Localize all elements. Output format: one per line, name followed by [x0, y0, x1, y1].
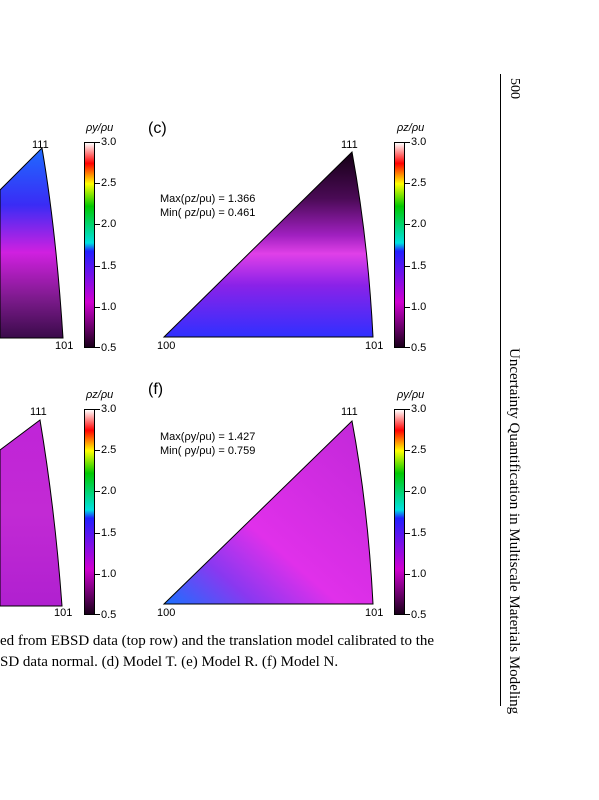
figure-caption-line-2: SD data normal. (d) Model T. (e) Model R… — [0, 654, 339, 670]
colorbar-tick — [95, 409, 100, 410]
colorbar-tick-label: 3.0 — [101, 403, 117, 415]
colorbar-tick-label: 0.5 — [411, 342, 427, 354]
vertex-label-101: 101 — [365, 340, 384, 352]
ipf-triangle-c — [162, 150, 374, 338]
colorbar-tick — [95, 574, 100, 575]
colorbar-tick — [405, 224, 410, 225]
colorbar-tick — [405, 491, 410, 492]
vertex-label-111: 111 — [32, 139, 49, 151]
vertex-label-111: 111 — [341, 406, 358, 418]
colorbar — [394, 409, 405, 615]
panel-letter-c: (c) — [148, 120, 167, 137]
vertex-label-101: 101 — [54, 607, 73, 619]
colorbar-tick-label: 2.0 — [101, 218, 117, 230]
page-number: 500 — [507, 78, 522, 99]
figure-caption-line-1: ed from EBSD data (top row) and the tran… — [0, 633, 435, 649]
vertex-label-101: 101 — [55, 340, 74, 352]
colorbar-tick — [405, 614, 410, 615]
colorbar-tick — [95, 491, 100, 492]
colorbar-tick-label: 1.0 — [411, 568, 427, 580]
max-annotation: Max(ρz/ρu) = 1.366 — [160, 193, 256, 205]
colorbar-tick — [95, 307, 100, 308]
vertex-label-101: 101 — [365, 607, 384, 619]
min-annotation: Min( ρy/ρu) = 0.759 — [160, 445, 256, 457]
vertex-label-111: 111 — [341, 139, 358, 151]
ipf-triangle-f — [162, 419, 374, 605]
colorbar-tick-label: 2.0 — [101, 485, 117, 497]
colorbar-tick-label: 2.5 — [411, 177, 427, 189]
colorbar-tick-label: 2.0 — [411, 218, 427, 230]
colorbar-tick — [405, 307, 410, 308]
colorbar-tick — [95, 266, 100, 267]
panel-letter-f: (f) — [148, 381, 164, 398]
colorbar-title: ρy/ρu — [397, 389, 425, 401]
colorbar-tick-label: 3.0 — [411, 136, 427, 148]
colorbar-tick-label: 0.5 — [101, 609, 117, 621]
colorbar-tick-label: 1.0 — [101, 301, 117, 313]
colorbar-tick-label: 2.5 — [411, 444, 427, 456]
min-annotation: Min( ρz/ρu) = 0.461 — [160, 207, 256, 219]
colorbar-tick-label: 1.5 — [101, 527, 117, 539]
colorbar-tick-label: 2.0 — [411, 485, 427, 497]
colorbar — [84, 409, 95, 615]
vertex-label-100: 100 — [157, 340, 176, 352]
colorbar-title: ρz/ρu — [397, 122, 425, 134]
colorbar-tick — [95, 183, 100, 184]
colorbar-tick — [95, 224, 100, 225]
vertex-label-111: 111 — [30, 406, 47, 418]
vertex-label-100: 100 — [157, 607, 176, 619]
max-annotation: Max(ρy/ρu) = 1.427 — [160, 431, 256, 443]
colorbar-tick — [95, 614, 100, 615]
colorbar-tick — [405, 266, 410, 267]
colorbar-tick-label: 2.5 — [101, 444, 117, 456]
colorbar-tick-label: 3.0 — [411, 403, 427, 415]
colorbar-tick — [95, 450, 100, 451]
colorbar-tick-label: 1.5 — [411, 527, 427, 539]
colorbar-tick-label: 1.5 — [411, 260, 427, 272]
colorbar-tick — [405, 347, 410, 348]
colorbar-tick — [405, 533, 410, 534]
colorbar-tick — [95, 142, 100, 143]
colorbar-title: ρy/ρu — [86, 122, 114, 134]
colorbar-tick-label: 2.5 — [101, 177, 117, 189]
colorbar-tick-label: 1.5 — [101, 260, 117, 272]
colorbar-tick — [405, 409, 410, 410]
colorbar-tick-label: 0.5 — [411, 609, 427, 621]
colorbar-tick — [405, 183, 410, 184]
colorbar — [84, 142, 95, 348]
header-rule — [500, 74, 501, 706]
colorbar-tick-label: 3.0 — [101, 136, 117, 148]
colorbar-tick — [405, 574, 410, 575]
ipf-triangle-b-partial — [0, 146, 64, 339]
colorbar-tick — [95, 533, 100, 534]
colorbar-tick — [405, 450, 410, 451]
colorbar-tick-label: 1.0 — [101, 568, 117, 580]
running-header: Uncertainty Quantification in Multiscale… — [506, 348, 522, 715]
colorbar-tick — [405, 142, 410, 143]
ipf-triangle-e-partial — [0, 419, 63, 607]
colorbar-title: ρz/ρu — [86, 389, 114, 401]
colorbar-tick-label: 1.0 — [411, 301, 427, 313]
colorbar-tick — [95, 347, 100, 348]
colorbar-tick-label: 0.5 — [101, 342, 117, 354]
colorbar — [394, 142, 405, 348]
